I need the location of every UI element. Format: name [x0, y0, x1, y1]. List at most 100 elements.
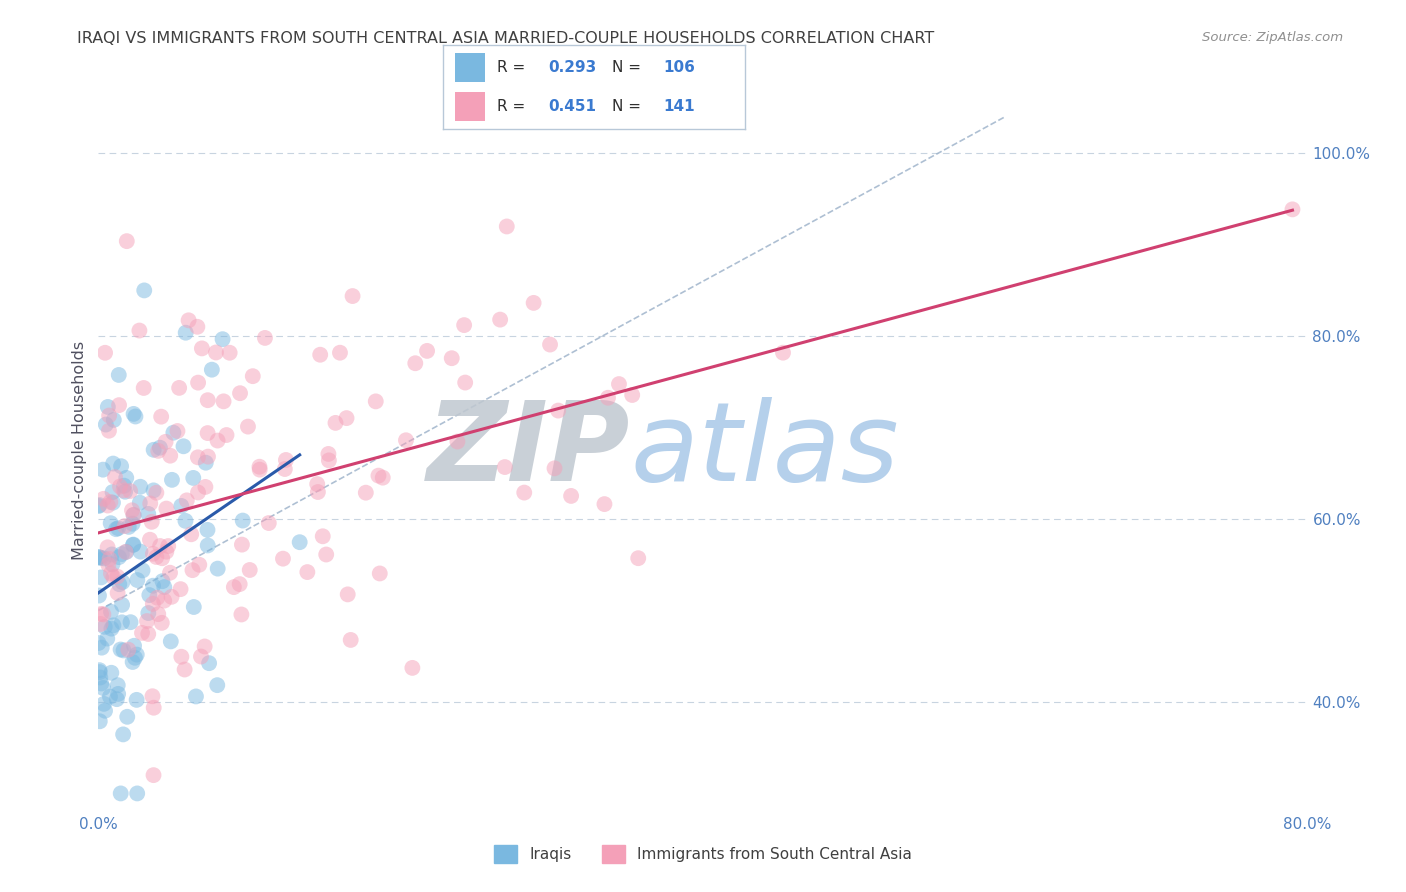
Point	[125, 693, 148, 707]
Point	[121, 516, 143, 531]
Point	[197, 393, 219, 408]
Point	[150, 409, 173, 424]
Point	[122, 407, 145, 421]
Point	[107, 586, 129, 600]
Point	[271, 551, 294, 566]
Point	[242, 369, 264, 384]
Point	[125, 648, 148, 662]
Point	[93, 620, 115, 634]
Point	[339, 632, 361, 647]
Point	[112, 727, 135, 741]
Point	[318, 447, 340, 461]
Point	[131, 563, 153, 577]
Point	[232, 514, 254, 528]
Point	[90, 607, 112, 621]
Point	[142, 597, 165, 611]
Point	[228, 577, 250, 591]
Point	[404, 356, 426, 370]
Point	[90, 676, 112, 690]
Point	[160, 590, 183, 604]
Point	[145, 485, 167, 500]
Point	[155, 501, 177, 516]
Point	[170, 649, 193, 664]
Point	[117, 710, 139, 724]
Point	[440, 351, 463, 366]
Point	[97, 558, 120, 572]
Point	[312, 529, 335, 543]
Point	[159, 449, 181, 463]
Point	[274, 462, 297, 476]
Point	[212, 394, 235, 409]
Point	[315, 548, 337, 562]
Point	[117, 642, 139, 657]
Point	[124, 650, 146, 665]
Point	[142, 768, 165, 782]
Point	[249, 459, 271, 474]
Point	[181, 471, 204, 485]
Point	[543, 461, 565, 475]
Point	[173, 439, 195, 453]
Point	[207, 434, 229, 448]
Point	[145, 549, 167, 564]
Point	[174, 514, 197, 528]
Point	[114, 519, 136, 533]
Point	[93, 697, 115, 711]
Point	[211, 332, 233, 346]
Point	[288, 535, 311, 549]
Point	[108, 577, 131, 591]
Point	[148, 443, 170, 458]
Point	[141, 690, 163, 704]
Point	[122, 508, 145, 522]
Point	[89, 665, 111, 679]
Point	[105, 522, 128, 536]
Point	[115, 471, 138, 485]
Point	[93, 551, 115, 566]
Point	[101, 457, 124, 471]
Point	[94, 704, 117, 718]
Text: IRAQI VS IMMIGRANTS FROM SOUTH CENTRAL ASIA MARRIED-COUPLE HOUSEHOLDS CORRELATIO: IRAQI VS IMMIGRANTS FROM SOUTH CENTRAL A…	[77, 31, 935, 46]
Point	[101, 485, 124, 500]
Point	[153, 593, 176, 607]
Point	[180, 527, 202, 541]
Point	[772, 345, 794, 359]
Point	[107, 521, 129, 535]
Point	[127, 573, 149, 587]
Point	[174, 326, 197, 340]
Text: R =: R =	[498, 60, 530, 75]
Point	[93, 491, 115, 506]
Point	[90, 617, 112, 632]
Point	[101, 496, 124, 510]
Point	[159, 634, 181, 648]
Point	[129, 544, 152, 558]
Point	[167, 381, 190, 395]
Point	[169, 582, 191, 596]
Point	[187, 450, 209, 465]
Point	[103, 570, 125, 584]
Point	[90, 640, 112, 655]
Point	[111, 547, 134, 561]
Point	[207, 561, 229, 575]
Point	[136, 627, 159, 641]
Point	[307, 485, 329, 500]
Point	[141, 515, 163, 529]
Point	[159, 566, 181, 580]
Point	[121, 655, 143, 669]
Point	[186, 319, 208, 334]
Point	[197, 523, 219, 537]
Point	[201, 362, 224, 376]
Point	[368, 566, 391, 581]
Point	[98, 424, 121, 438]
Point	[124, 409, 146, 424]
Point	[371, 470, 394, 484]
Point	[89, 714, 111, 729]
Point	[297, 565, 319, 579]
Text: 0.293: 0.293	[548, 60, 598, 75]
Point	[607, 377, 630, 392]
Point	[155, 544, 177, 558]
Point	[547, 403, 569, 417]
Point	[162, 425, 184, 440]
Point	[87, 636, 110, 650]
Point	[170, 499, 193, 513]
Text: R =: R =	[498, 99, 530, 114]
Point	[94, 417, 117, 432]
